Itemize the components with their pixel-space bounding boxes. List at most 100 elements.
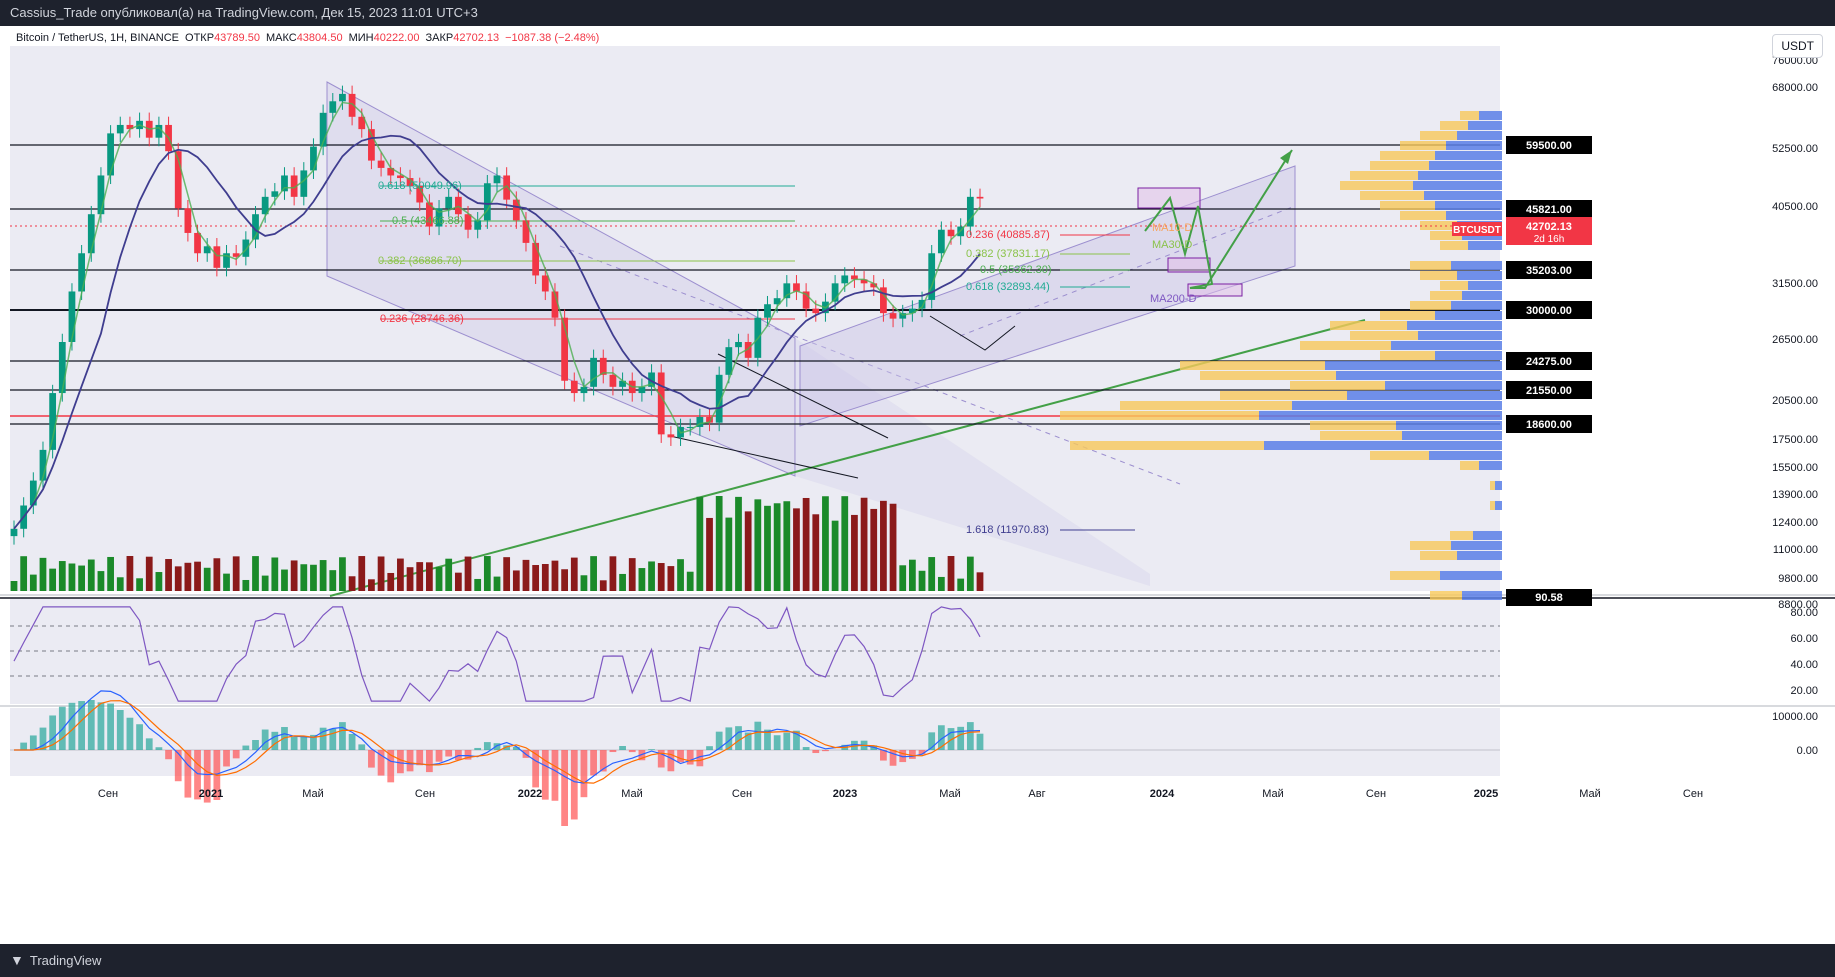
chart-area[interactable]: 0.618 (50049.96) 0.5 (43466.88) 0.382 (368… xyxy=(0,26,1835,944)
volume-bar xyxy=(677,559,684,591)
macd-histogram-bar xyxy=(339,722,346,750)
volume-profile-bar xyxy=(1336,371,1502,380)
candle xyxy=(87,214,95,254)
volume-bar xyxy=(966,556,974,591)
macd-histogram-bar xyxy=(754,721,762,750)
fib-level-label: 0.5 (35362.30) xyxy=(980,264,1052,276)
descending-channel xyxy=(326,81,796,477)
macd-histogram-bar xyxy=(966,722,974,750)
candle xyxy=(928,253,936,300)
volume-profile-bar xyxy=(1380,201,1435,210)
volume-bar xyxy=(329,570,337,591)
volume-profile-bar xyxy=(1060,411,1259,420)
legend-low-label: МИН xyxy=(348,32,374,44)
candle xyxy=(97,175,105,215)
macd-histogram-bar xyxy=(541,750,549,800)
macd-histogram-bar xyxy=(39,727,47,750)
volume-profile-bar xyxy=(1413,181,1502,190)
macd-histogram-bar xyxy=(464,750,472,760)
x-axis-tick: Май xyxy=(621,788,643,800)
tradingview-logo[interactable]: ▼ TradingView xyxy=(10,944,101,977)
macd-histogram-bar xyxy=(49,715,57,750)
candle xyxy=(368,129,375,161)
ma-label: MA30-D xyxy=(1152,239,1192,251)
volume-bar xyxy=(145,556,153,591)
volume-bar xyxy=(194,561,201,591)
volume-bar xyxy=(522,559,530,591)
candle xyxy=(49,393,57,450)
volume-profile-bar xyxy=(1460,111,1479,120)
symbol-legend[interactable]: Bitcoin / TetherUS, 1H, BINANCE ОТКР43789… xyxy=(16,32,599,44)
candle xyxy=(619,380,626,387)
volume-profile-bar xyxy=(1446,211,1502,220)
macd-line xyxy=(14,690,981,784)
ma200-line xyxy=(13,134,981,530)
volume-bar xyxy=(136,578,143,591)
candle xyxy=(899,313,907,319)
candle xyxy=(39,449,47,481)
fib-level-label: 0.382 (36886.70) xyxy=(378,255,462,267)
volume-bar xyxy=(628,558,636,591)
volume-bar xyxy=(889,503,897,591)
volume-bar xyxy=(570,557,578,591)
candle xyxy=(416,185,424,203)
volume-profile-bar xyxy=(1468,281,1502,290)
volume-bar xyxy=(841,496,849,591)
forecast-path xyxy=(1144,149,1293,289)
legend-change: −1087.38 (−2.48%) xyxy=(505,32,600,44)
volume-profile-bar xyxy=(1180,361,1325,370)
legend-high-label: МАКС xyxy=(265,32,297,44)
volume-profile-bar xyxy=(1370,451,1429,460)
volume-bar xyxy=(20,556,28,591)
volume-profile-bar xyxy=(1264,441,1502,450)
macd-histogram-bar xyxy=(358,744,366,750)
x-axis-tick: 2024 xyxy=(1150,788,1175,800)
candle xyxy=(261,196,269,215)
candle xyxy=(203,246,211,254)
macd-histogram-bar xyxy=(223,750,230,767)
candle xyxy=(773,298,781,305)
price-level-label: 45821.00 xyxy=(1526,204,1572,216)
chart-svg[interactable]: 0.618 (50049.96) 0.5 (43466.88) 0.382 (368… xyxy=(0,26,1835,944)
macd-histogram-bar xyxy=(300,736,308,750)
macd-histogram-bar xyxy=(677,750,684,763)
volume-profile-bar xyxy=(1347,391,1502,400)
candle xyxy=(831,283,839,302)
candle xyxy=(918,299,926,309)
rsi-axis-tick: 80.00 xyxy=(1790,607,1818,619)
candle xyxy=(10,528,18,537)
price-level-badge xyxy=(1506,261,1592,279)
wedge-upper xyxy=(717,353,889,439)
volume-bar xyxy=(648,561,655,591)
price-level-label: 35203.00 xyxy=(1526,265,1572,277)
volume-bar xyxy=(580,575,588,591)
footer-brand: TradingView xyxy=(29,953,102,968)
volume-bar xyxy=(10,581,18,591)
channel-extension xyxy=(795,338,1150,586)
volume-bar xyxy=(532,565,540,591)
currency-button[interactable]: USDT xyxy=(1772,34,1823,58)
volume-bar xyxy=(290,560,298,591)
candle xyxy=(561,317,569,381)
macd-histogram-bar xyxy=(899,750,907,763)
macd-histogram-bar xyxy=(281,727,288,750)
wedge-lower xyxy=(669,435,859,479)
x-axis-tick: 2025 xyxy=(1474,788,1498,800)
macd-histogram-bar xyxy=(242,745,250,750)
volume-profile-bar xyxy=(1457,131,1502,140)
volume-profile-bar xyxy=(1451,541,1502,550)
candle xyxy=(126,124,134,130)
y-axis-tick: 15500.00 xyxy=(1772,462,1818,474)
volume-profile-bar xyxy=(1457,271,1502,280)
y-axis-tick: 68000.00 xyxy=(1772,82,1818,94)
candle xyxy=(348,93,356,117)
volume-bar xyxy=(300,564,308,591)
volume-profile-bar xyxy=(1473,531,1502,540)
volume-profile-bar xyxy=(1320,431,1402,440)
volume-bar xyxy=(667,566,675,591)
volume-profile-bar xyxy=(1418,331,1502,340)
y-axis-tick: 76000.00 xyxy=(1772,55,1818,67)
candle xyxy=(522,220,530,243)
macd-histogram-bar xyxy=(368,750,375,768)
fib-level-label: 0.236 (40885.87) xyxy=(966,229,1050,241)
